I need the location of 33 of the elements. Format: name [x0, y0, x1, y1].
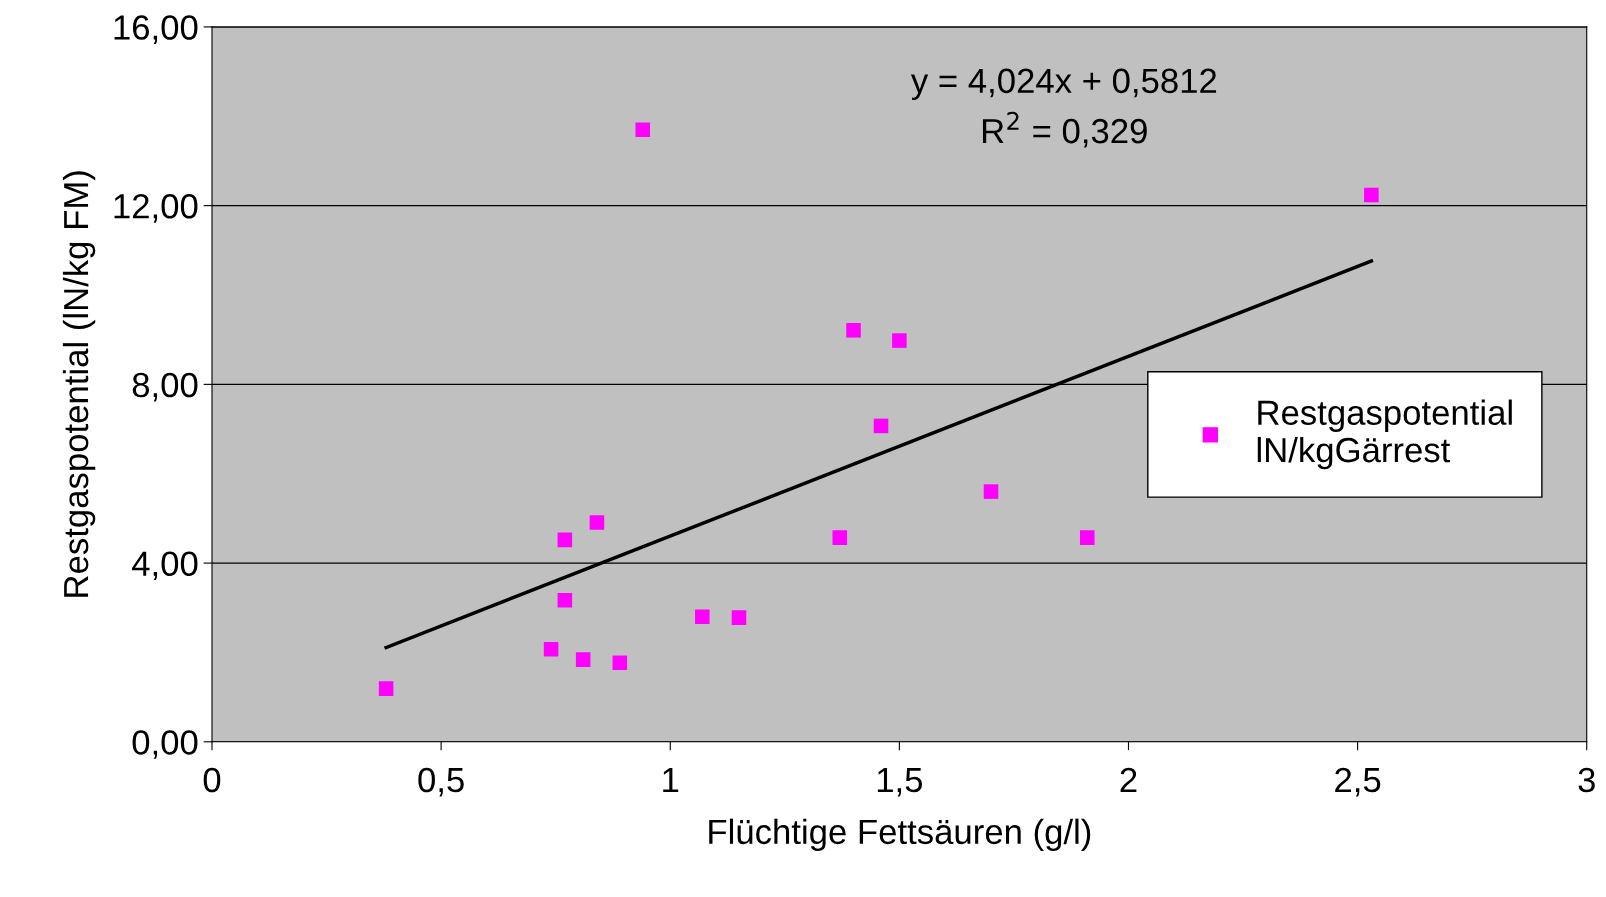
- x-tick-label: 1,5: [877, 768, 923, 797]
- point: [873, 418, 889, 434]
- point: [635, 122, 651, 137]
- x-tick-label: 0,5: [418, 767, 464, 797]
- y-tick-label: 0,00: [132, 730, 198, 759]
- y-tick-label: 4,00: [132, 551, 198, 581]
- point: [557, 592, 573, 608]
- legend-label: Restgaspotential lN/kgGärrest: [1257, 399, 1512, 470]
- point: [575, 652, 591, 667]
- point: [695, 609, 710, 624]
- point: [378, 681, 394, 696]
- point: [846, 323, 861, 338]
- x-tick-label: 1: [663, 768, 679, 792]
- y-tick-label: 16,00: [114, 15, 198, 44]
- annotation: y = 4,024x + 0,5812 R$^{2}$ = 0,329: [910, 68, 1217, 148]
- y-tick-label: 12,00: [114, 193, 198, 223]
- point: [589, 515, 605, 530]
- point: [832, 530, 848, 545]
- y-tick-label: 8,00: [132, 372, 198, 402]
- point: [612, 655, 628, 671]
- x-tick-label: 2,5: [1335, 767, 1381, 797]
- point: [1079, 530, 1095, 545]
- x-tick-label: 3: [1578, 767, 1595, 793]
- x-axis-title: Flüchtige Fettsäuren (g/l): [709, 818, 1091, 851]
- point: [557, 532, 573, 548]
- point: [983, 484, 999, 499]
- point: [892, 333, 907, 348]
- point: [543, 642, 559, 657]
- point: [731, 610, 747, 625]
- x-tick-label: 0: [203, 767, 221, 793]
- x-tick-label: 2: [1120, 767, 1137, 792]
- y-axis-title: Restgaspotential (lN/kg FM): [62, 171, 96, 597]
- point: [1364, 187, 1379, 203]
